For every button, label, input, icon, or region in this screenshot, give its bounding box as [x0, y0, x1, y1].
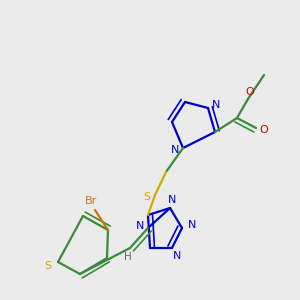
Text: N: N — [188, 220, 196, 230]
Text: N: N — [212, 100, 220, 110]
Text: Br: Br — [85, 196, 97, 206]
Text: N: N — [171, 145, 179, 155]
Text: S: S — [44, 261, 52, 271]
Text: N: N — [136, 221, 144, 231]
Text: H: H — [124, 252, 132, 262]
Text: O: O — [246, 87, 254, 97]
Text: S: S — [143, 192, 151, 202]
Text: N: N — [168, 195, 176, 205]
Text: O: O — [260, 125, 268, 135]
Text: N: N — [173, 251, 181, 261]
